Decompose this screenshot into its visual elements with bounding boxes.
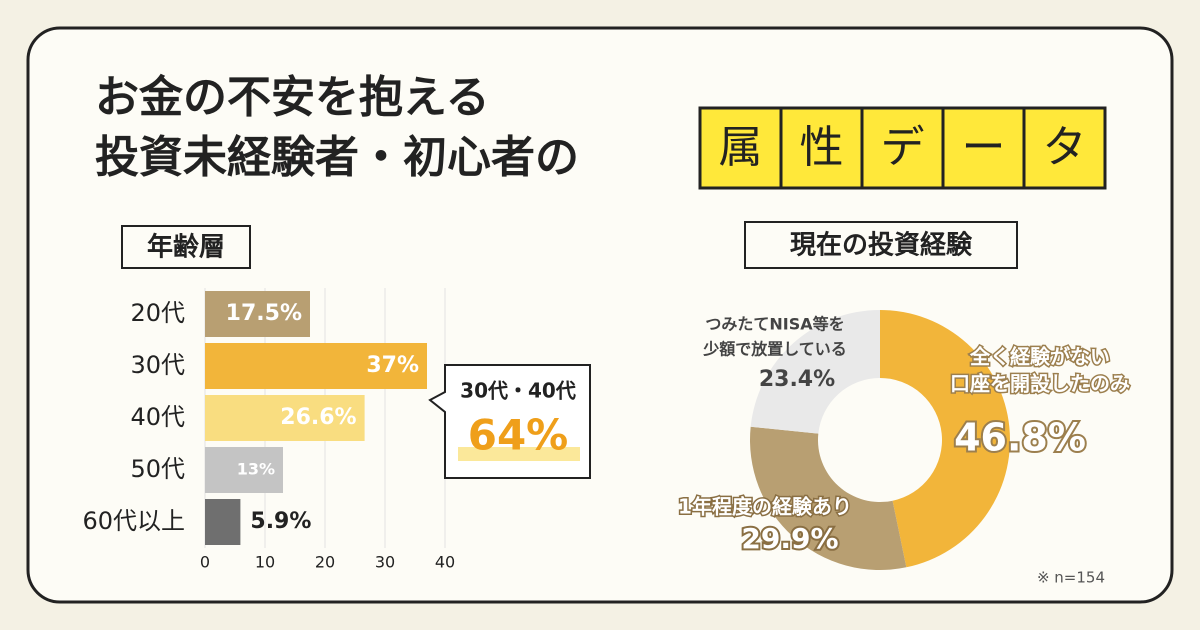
donut-segment	[749, 426, 907, 570]
y-tick-label: 40代	[130, 403, 185, 431]
bar	[205, 499, 241, 545]
value-label: 37%	[366, 353, 419, 378]
callout-label: 30代・40代	[460, 379, 576, 403]
boxed-title: 属性データ	[698, 106, 1107, 190]
char-box	[860, 106, 945, 190]
segment-label: つみたてNISA等を	[705, 315, 844, 334]
char-box	[779, 106, 864, 190]
value-label: 23.4%	[759, 367, 835, 392]
x-tick-label: 30	[375, 553, 395, 572]
value-label: 13%	[237, 460, 275, 479]
highlight	[458, 447, 580, 461]
y-tick-label: 20代	[130, 299, 185, 327]
y-tick-label: 30代	[130, 351, 185, 379]
char: ー	[962, 122, 1006, 173]
segment-label: 少額で放置している	[702, 340, 847, 359]
char: 性	[800, 122, 844, 173]
section-title: 現在の投資経験	[790, 230, 973, 261]
segment-label: 口座を開設したのみ	[950, 372, 1130, 396]
donut-segment	[750, 310, 880, 434]
x-tick-label: 0	[200, 553, 210, 572]
y-tick-label: 50代	[130, 455, 185, 483]
bar	[205, 395, 365, 441]
char-box	[1022, 106, 1107, 190]
char-box	[941, 106, 1026, 190]
y-tick-label: 60代以上	[82, 507, 185, 535]
callout: 30代・40代 64%	[428, 364, 591, 479]
segment-label: 1年程度の経験あり	[678, 495, 852, 519]
section-box	[121, 225, 251, 269]
note: ※ n=154	[1037, 569, 1105, 587]
title-line: お金の不安を抱える	[95, 72, 490, 123]
callout-value: 64%	[468, 411, 569, 460]
bar	[205, 343, 427, 389]
bar-chart: 0 10 20 30 40 20代 17.5% 30代 37% 40代 26.6% 50代 13% 60代…	[82, 288, 455, 572]
donut-segment	[880, 310, 1010, 568]
x-tick-label: 20	[315, 553, 335, 572]
x-tick-label: 10	[255, 553, 275, 572]
char-box	[698, 106, 783, 190]
x-tick-label: 40	[435, 553, 455, 572]
value-label: 29.9%	[741, 522, 838, 555]
bar	[205, 291, 310, 337]
bar	[205, 447, 283, 493]
char: デ	[881, 122, 925, 173]
value-label: 46.8%	[954, 416, 1086, 460]
title-line: 投資未経験者・初心者の	[95, 132, 579, 183]
section-box	[744, 221, 1018, 269]
value-label: 17.5%	[226, 301, 302, 326]
char: 属	[719, 122, 763, 173]
value-label: 26.6%	[280, 405, 356, 430]
section-title: 年齢層	[147, 232, 225, 263]
segment-label: 全く経験がない	[969, 345, 1110, 369]
char: タ	[1043, 122, 1087, 173]
value-label: 5.9%	[250, 509, 311, 534]
